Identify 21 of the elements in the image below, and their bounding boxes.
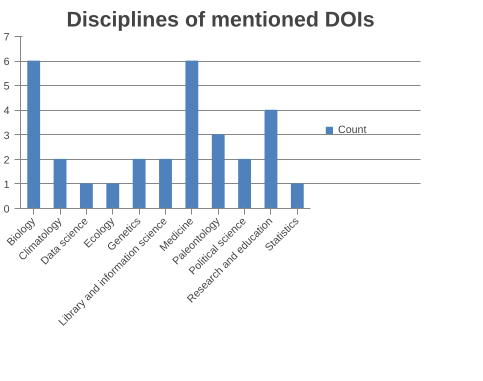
bar	[264, 110, 278, 208]
chart-title: Disciplines of mentioned DOIs	[66, 8, 375, 32]
y-tick-label: 2	[4, 154, 10, 166]
y-tick-label: 3	[4, 130, 10, 142]
bar	[80, 183, 93, 208]
legend-label: Count	[338, 124, 366, 136]
y-tick-label: 0	[4, 204, 10, 216]
bar	[290, 183, 304, 208]
y-tick-label: 7	[4, 32, 10, 44]
bar	[159, 158, 172, 208]
y-tick-label: 6	[4, 56, 10, 68]
bar	[54, 158, 66, 208]
bar	[185, 60, 198, 208]
bar	[106, 183, 120, 208]
bar	[27, 60, 40, 208]
bar	[212, 134, 225, 208]
y-tick-label: 5	[4, 80, 10, 93]
y-tick-label: 4	[4, 105, 10, 118]
bar	[132, 158, 146, 208]
y-tick-label: 1	[4, 178, 10, 191]
bar	[238, 158, 252, 208]
